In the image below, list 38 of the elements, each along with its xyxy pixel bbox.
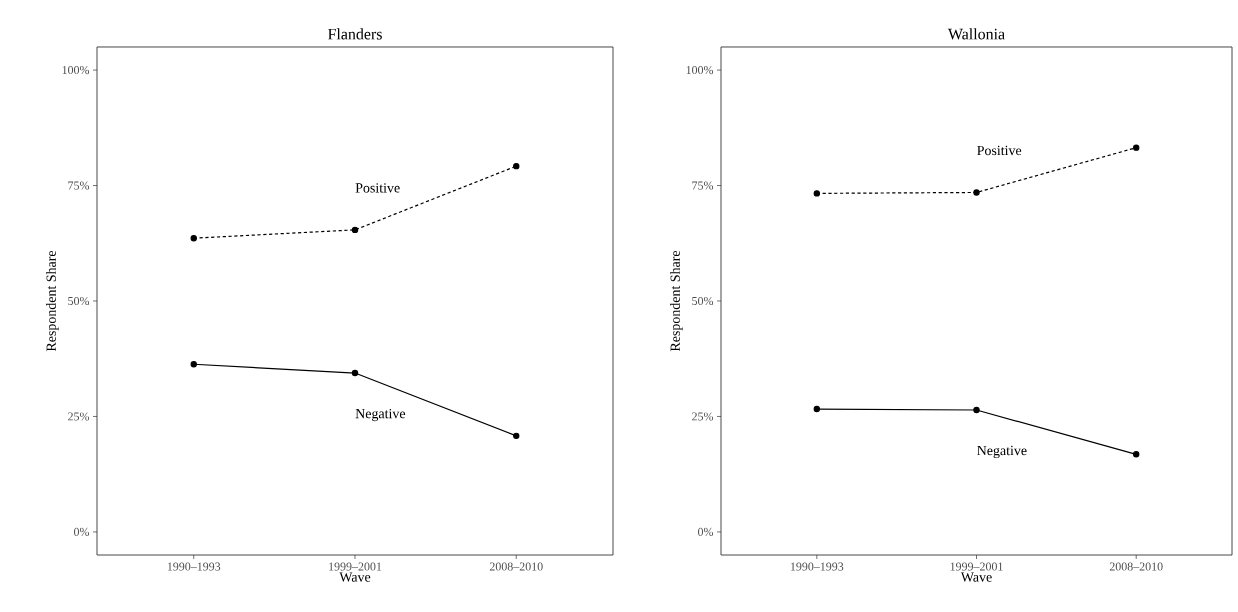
- x-tick-label: 1999–2001: [329, 562, 382, 571]
- point: [973, 406, 980, 414]
- x-tick-label: 1990–1993: [790, 562, 844, 571]
- point: [1133, 144, 1140, 151]
- chart-title: Wallonia: [947, 28, 1005, 40]
- x-tick-label: 1990–1993: [167, 562, 221, 571]
- series-label: Positive: [977, 145, 1022, 156]
- x-axis-title: Wave: [339, 572, 371, 582]
- point: [190, 234, 197, 242]
- y-axis-title: Respondent Share: [46, 250, 59, 352]
- y-tick-label: 75%: [692, 181, 714, 190]
- point: [973, 189, 980, 196]
- y-tick-label: 0%: [698, 527, 714, 536]
- y-tick-label: 50%: [68, 296, 90, 306]
- point: [513, 432, 520, 440]
- x-tick-label: 1999–2001: [950, 562, 1003, 571]
- chart-title: Flanders: [328, 28, 382, 40]
- point: [513, 162, 520, 170]
- point: [190, 361, 197, 368]
- series-label: Negative: [355, 408, 406, 422]
- y-tick-label: 100%: [62, 66, 90, 75]
- x-tick-label: 2008–2010: [1109, 562, 1163, 571]
- point: [813, 190, 821, 197]
- y-tick-label: 25%: [68, 412, 90, 421]
- x-tick-label: 2008–2010: [489, 562, 543, 571]
- y-tick-label: 50%: [692, 296, 714, 306]
- series-label: Positive: [355, 183, 400, 193]
- series-label: Negative: [977, 445, 1027, 459]
- y-tick-label: 100%: [686, 66, 714, 75]
- y-tick-label: 25%: [692, 412, 714, 421]
- point: [813, 405, 821, 413]
- y-tick-label: 75%: [68, 181, 90, 190]
- x-axis-title: Wave: [960, 572, 992, 582]
- point: [351, 369, 359, 377]
- point: [1133, 451, 1140, 458]
- point: [351, 226, 359, 234]
- y-tick-label: 0%: [74, 527, 90, 536]
- y-axis-title: Respondent Share: [670, 250, 683, 352]
